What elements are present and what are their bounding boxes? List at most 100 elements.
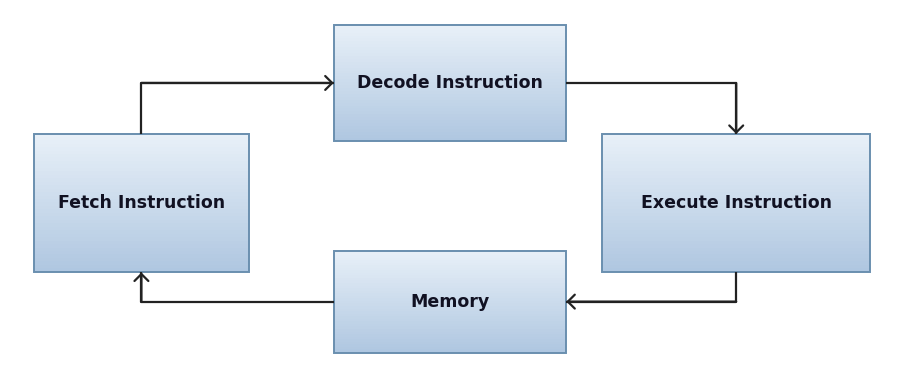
Bar xyxy=(602,251,870,255)
Bar xyxy=(334,111,566,115)
Bar xyxy=(334,324,566,327)
Text: Decode Instruction: Decode Instruction xyxy=(357,74,543,92)
Bar xyxy=(602,230,870,234)
Bar xyxy=(334,123,566,127)
Bar xyxy=(334,56,566,60)
Bar xyxy=(34,182,248,186)
Bar xyxy=(602,161,870,165)
Bar xyxy=(334,339,566,343)
Bar xyxy=(334,71,566,74)
Bar xyxy=(34,268,248,272)
Bar xyxy=(602,137,870,141)
Bar xyxy=(334,309,566,312)
Bar xyxy=(334,27,566,30)
Bar xyxy=(334,319,566,322)
Bar xyxy=(602,147,870,151)
Bar xyxy=(334,53,566,57)
Bar xyxy=(602,265,870,269)
Bar xyxy=(334,117,566,121)
Bar xyxy=(34,189,248,193)
Bar xyxy=(34,233,248,238)
Bar xyxy=(602,144,870,148)
Bar xyxy=(334,85,566,89)
Bar xyxy=(602,258,870,262)
Bar xyxy=(34,244,248,248)
Bar xyxy=(602,140,870,144)
Bar xyxy=(34,168,248,172)
Bar xyxy=(334,260,566,263)
Bar xyxy=(34,265,248,269)
Bar xyxy=(34,206,248,210)
Bar xyxy=(34,216,248,221)
Text: Memory: Memory xyxy=(410,293,490,311)
Bar xyxy=(334,44,566,48)
Bar xyxy=(602,261,870,266)
Bar xyxy=(334,88,566,92)
Bar xyxy=(334,38,566,42)
Bar xyxy=(334,326,566,330)
Bar xyxy=(34,220,248,224)
Bar xyxy=(34,178,248,182)
Bar xyxy=(34,133,248,137)
Bar xyxy=(602,240,870,245)
Bar xyxy=(334,41,566,45)
Bar xyxy=(602,244,870,248)
Bar xyxy=(602,220,870,224)
Bar xyxy=(334,301,566,304)
Bar xyxy=(602,199,870,203)
Bar xyxy=(602,255,870,259)
Bar xyxy=(334,25,566,141)
Bar xyxy=(334,337,566,340)
Bar xyxy=(34,185,248,189)
Bar xyxy=(602,168,870,172)
Bar xyxy=(602,134,870,272)
Bar xyxy=(34,248,248,252)
Bar xyxy=(602,196,870,200)
Bar xyxy=(334,108,566,112)
Bar xyxy=(34,209,248,213)
Bar xyxy=(34,140,248,144)
Bar xyxy=(334,347,566,350)
Bar xyxy=(334,275,566,279)
Bar xyxy=(602,192,870,196)
Bar xyxy=(334,334,566,337)
Bar xyxy=(334,303,566,307)
Bar xyxy=(334,344,566,347)
Bar xyxy=(334,126,566,130)
Bar xyxy=(34,240,248,245)
Bar xyxy=(602,154,870,158)
Bar xyxy=(34,137,248,141)
Text: Execute Instruction: Execute Instruction xyxy=(641,194,832,212)
Bar xyxy=(334,91,566,95)
Bar xyxy=(334,250,566,253)
Bar xyxy=(602,233,870,238)
Bar xyxy=(34,199,248,203)
Bar xyxy=(602,223,870,228)
Bar xyxy=(334,102,566,106)
Bar xyxy=(602,178,870,182)
Bar xyxy=(34,237,248,241)
Bar xyxy=(602,227,870,231)
Bar xyxy=(602,248,870,252)
Bar xyxy=(34,213,248,217)
Bar xyxy=(334,349,566,353)
Bar xyxy=(334,268,566,271)
Bar xyxy=(334,114,566,118)
Bar xyxy=(34,171,248,175)
Bar xyxy=(334,332,566,335)
Bar xyxy=(34,261,248,266)
Bar xyxy=(334,298,566,302)
Bar xyxy=(602,189,870,193)
Bar xyxy=(602,202,870,207)
Bar xyxy=(602,216,870,221)
Text: Fetch Instruction: Fetch Instruction xyxy=(58,194,225,212)
Bar xyxy=(34,192,248,196)
Bar xyxy=(334,291,566,294)
Bar xyxy=(334,132,566,135)
Bar xyxy=(602,158,870,162)
Bar xyxy=(334,255,566,258)
Bar xyxy=(34,223,248,228)
Bar xyxy=(34,230,248,234)
Bar xyxy=(602,237,870,241)
Bar xyxy=(334,30,566,33)
